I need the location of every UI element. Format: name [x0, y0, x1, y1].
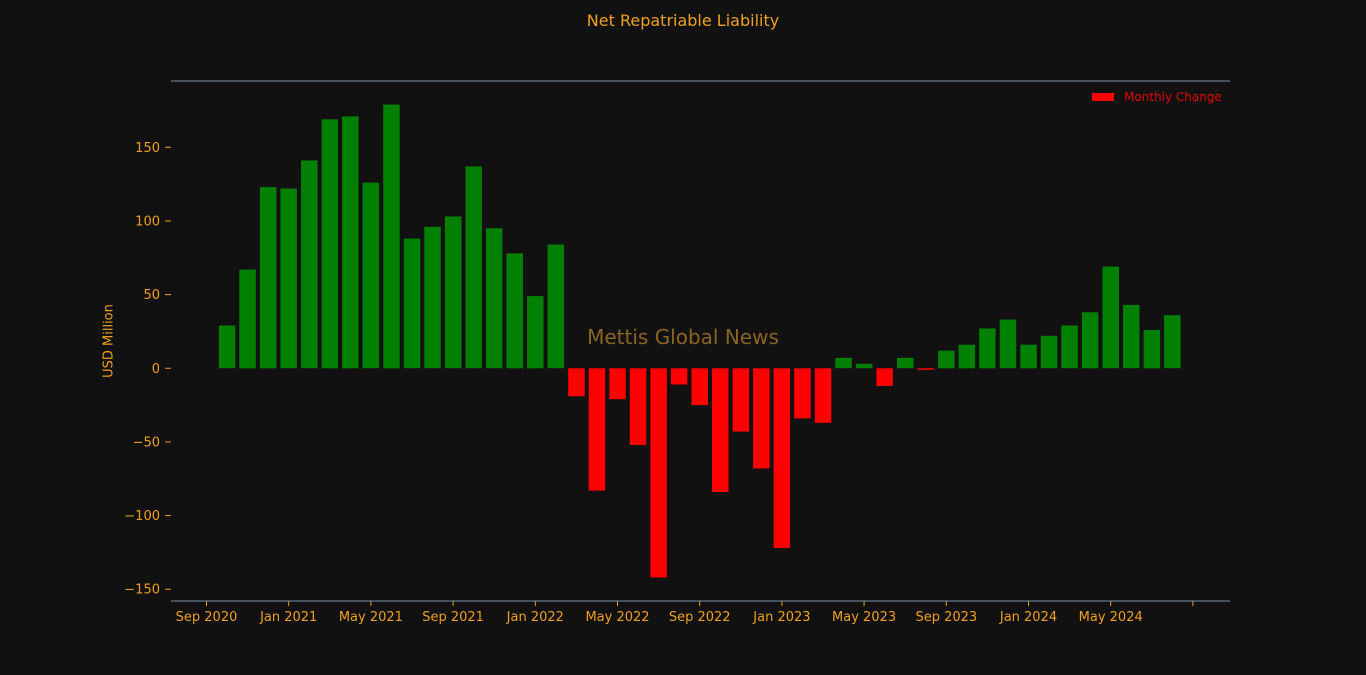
bar-2022-08 — [670, 368, 688, 385]
bar-2024-07 — [1143, 330, 1161, 369]
x-tick-label: May 2024 — [1079, 610, 1143, 625]
y-tick-label: 0 — [152, 362, 160, 377]
x-tick-label: Jan 2022 — [506, 610, 564, 625]
x-tick-label: Sep 2021 — [422, 610, 484, 625]
bar-2024-08 — [1164, 315, 1181, 369]
y-tick-label: 150 — [135, 141, 160, 156]
x-tick-label: Sep 2022 — [669, 610, 731, 625]
bar-2023-09 — [938, 350, 955, 369]
y-tick-label: −50 — [133, 435, 160, 450]
bar-2022-02 — [547, 244, 565, 369]
bar-2022-04 — [588, 368, 606, 491]
x-tick-label: Sep 2020 — [176, 610, 238, 625]
bar-2024-06 — [1123, 304, 1140, 369]
x-tick-label: Sep 2023 — [915, 610, 977, 625]
bar-2021-02 — [301, 160, 318, 369]
bars-group — [218, 104, 1181, 578]
bar-2021-07 — [403, 238, 421, 369]
x-ticks-group: Sep 2020 Jan 2021 May 2021 Sep 2021 Jan 2022… — [176, 601, 1194, 625]
bar-2023-02 — [794, 368, 811, 419]
bar-2022-07 — [650, 368, 667, 578]
bar-2023-07 — [897, 357, 914, 369]
bar-2023-05 — [855, 363, 873, 369]
bar-2022-05 — [609, 368, 626, 400]
bar-2020-11 — [239, 269, 256, 369]
y-tick-label: −150 — [124, 583, 160, 598]
bar-2024-03 — [1061, 325, 1078, 369]
bar-2023-03 — [814, 368, 832, 423]
bar-2022-01 — [527, 296, 544, 369]
bar-2023-08 — [917, 368, 934, 370]
bar-2021-08 — [424, 226, 441, 369]
x-tick-label: May 2021 — [339, 610, 403, 625]
bar-2021-05 — [362, 182, 380, 369]
legend: Monthly Change — [1092, 90, 1222, 104]
x-tick-label: Jan 2023 — [752, 610, 810, 625]
bar-2021-10 — [465, 166, 482, 369]
chart-title: Net Repatriable Liability — [586, 11, 780, 30]
bar-2020-10 — [218, 325, 236, 369]
x-tick-label: Jan 2021 — [259, 610, 317, 625]
legend-swatch — [1092, 93, 1114, 101]
y-ticks-group: −150 −100 −50 0 50 100 150 — [124, 141, 171, 598]
bar-2021-06 — [383, 104, 400, 369]
legend-label: Monthly Change — [1124, 90, 1222, 104]
bar-2021-12 — [506, 253, 523, 369]
bar-2023-10 — [958, 344, 976, 369]
bar-2024-05 — [1102, 266, 1119, 369]
x-tick-label: May 2022 — [585, 610, 649, 625]
bar-2023-12 — [999, 319, 1017, 369]
y-tick-label: 50 — [143, 288, 160, 303]
watermark-text: Mettis Global News — [587, 325, 779, 349]
bar-2021-03 — [321, 119, 339, 369]
y-tick-label: −100 — [124, 509, 160, 524]
bar-2023-04 — [835, 357, 852, 369]
bar-2023-11 — [979, 328, 996, 369]
bar-2022-11 — [732, 368, 750, 432]
bar-2021-04 — [342, 116, 359, 369]
bar-2022-09 — [691, 368, 708, 406]
x-tick-label: May 2023 — [832, 610, 896, 625]
bar-2023-06 — [876, 368, 893, 386]
x-tick-label: Jan 2024 — [999, 610, 1057, 625]
bar-2021-09 — [444, 216, 462, 369]
bar-2024-04 — [1081, 312, 1099, 369]
bar-2024-01 — [1020, 344, 1037, 369]
y-tick-label: 100 — [135, 214, 160, 229]
bar-2022-12 — [753, 368, 770, 469]
bar-2022-03 — [568, 368, 585, 397]
bar-2021-01 — [280, 188, 297, 369]
bar-2022-10 — [712, 368, 729, 492]
bar-2023-01 — [773, 368, 791, 548]
bar-2024-02 — [1040, 335, 1058, 369]
bar-2022-06 — [629, 368, 647, 445]
bar-2020-12 — [259, 187, 277, 369]
bar-2021-11 — [485, 228, 503, 369]
